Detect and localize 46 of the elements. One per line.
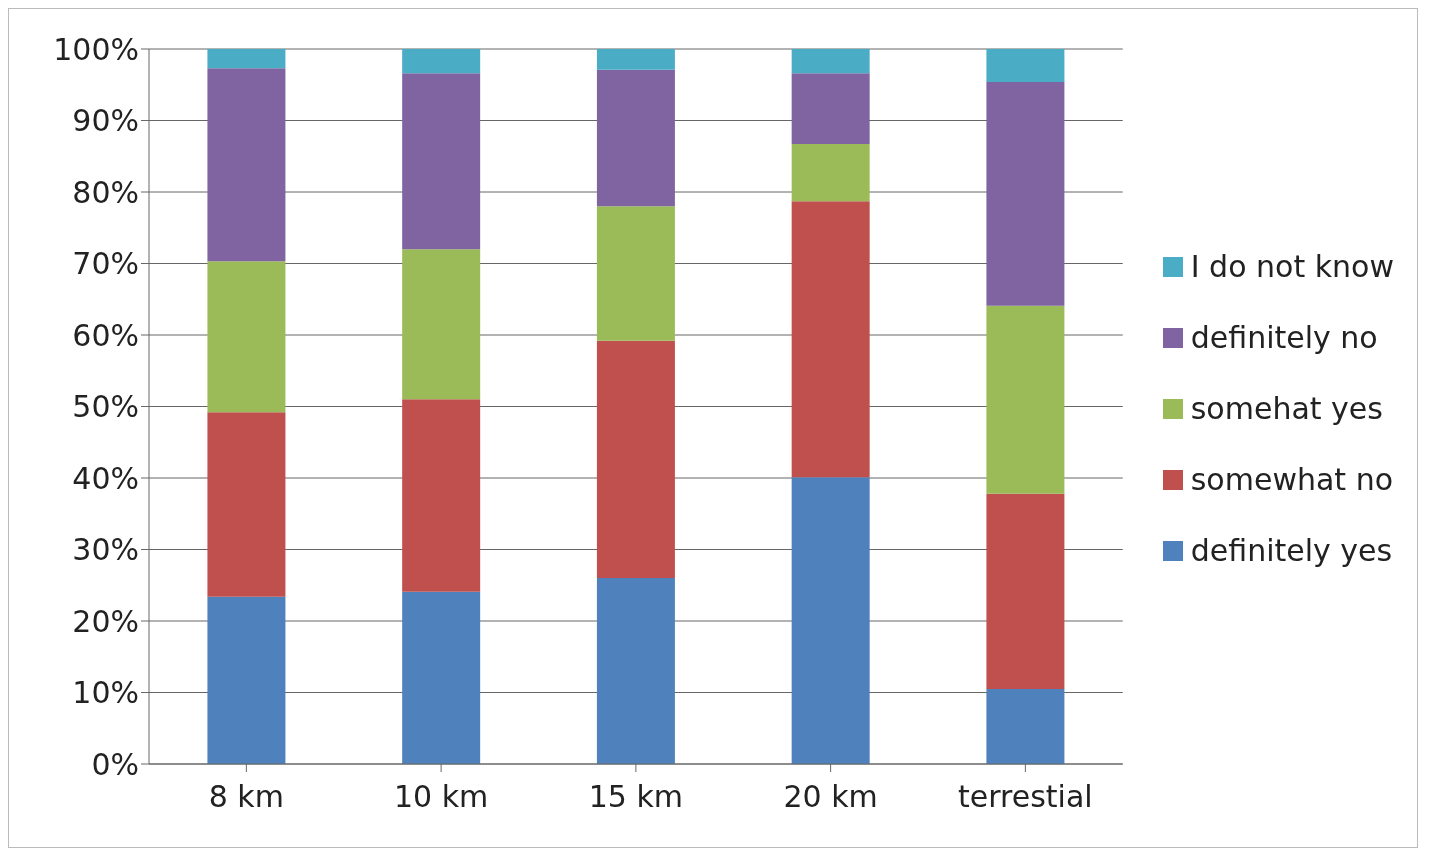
y-tick-label: 100% (53, 31, 139, 67)
legend-label: somehat yes (1190, 391, 1383, 426)
bar (207, 68, 286, 262)
bar (596, 340, 675, 579)
y-tick-label: 20% (72, 603, 139, 639)
bar (596, 578, 675, 764)
bar (207, 261, 286, 413)
legend-label: I do not know (1190, 249, 1394, 284)
legend-label: definitely no (1190, 320, 1378, 355)
bar (596, 206, 675, 341)
bar (402, 249, 481, 400)
y-tick-label: 70% (72, 246, 139, 282)
x-tick-label: 8 km (208, 779, 284, 815)
bar (986, 493, 1065, 689)
bar (986, 81, 1065, 306)
bar (207, 412, 286, 597)
y-tick-label: 40% (72, 460, 139, 496)
bar (791, 201, 870, 478)
bar (402, 73, 481, 250)
y-tick-label: 60% (72, 317, 139, 353)
x-tick-label: terrestial (958, 779, 1093, 815)
bar (986, 688, 1065, 764)
y-tick-label: 30% (72, 532, 139, 568)
bar (402, 49, 481, 74)
bar (402, 399, 481, 592)
bar (986, 305, 1065, 494)
bar (596, 69, 675, 207)
y-tick-label: 90% (72, 103, 139, 139)
bar (986, 49, 1065, 82)
bar (402, 591, 481, 764)
bar (207, 596, 286, 764)
y-tick-label: 0% (91, 746, 139, 782)
legend-label: somewhat no (1190, 462, 1393, 497)
bar (791, 73, 870, 145)
bar (791, 49, 870, 74)
bar (207, 49, 286, 69)
legend-label: definitely yes (1190, 533, 1393, 568)
bar (791, 477, 870, 764)
y-tick-label: 50% (72, 389, 139, 425)
x-tick-label: 10 km (393, 779, 489, 815)
bar (596, 49, 675, 70)
x-tick-label: 20 km (783, 779, 878, 815)
bar (791, 144, 870, 202)
y-tick-label: 10% (72, 675, 139, 711)
x-tick-label: 15 km (588, 779, 684, 815)
y-tick-label: 80% (72, 174, 139, 210)
